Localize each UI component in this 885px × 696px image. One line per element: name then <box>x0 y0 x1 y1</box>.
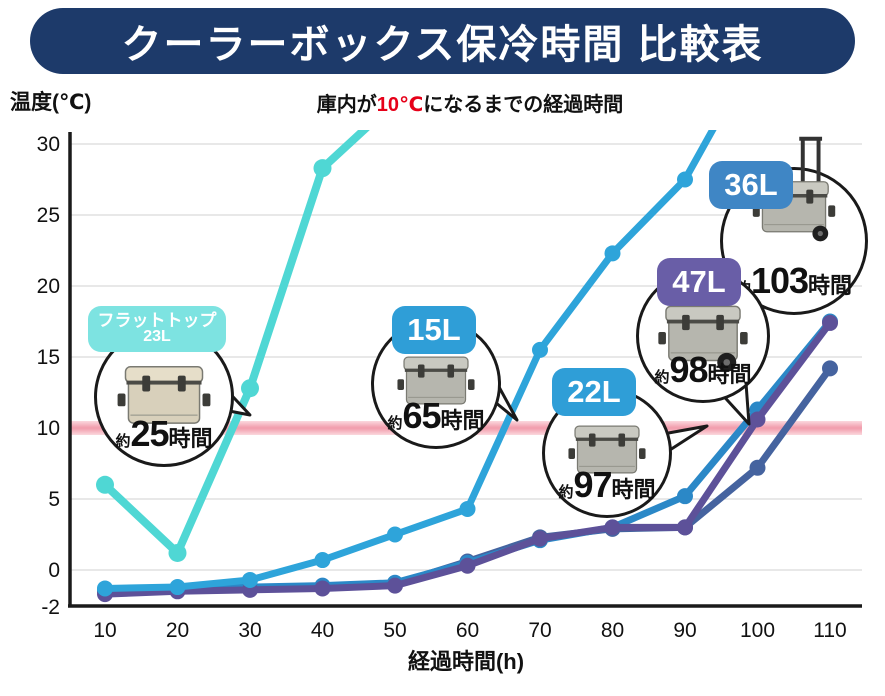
svg-text:25: 25 <box>37 204 60 227</box>
svg-text:20: 20 <box>37 275 60 298</box>
x-tick-labels: 10 20 30 40 50 60 70 80 90 100 110 <box>93 619 846 642</box>
bubble-tail-15l <box>488 372 519 422</box>
svg-text:40: 40 <box>311 619 334 642</box>
series-line-15l <box>97 93 737 597</box>
y-tick-labels: 30 25 20 15 10 5 0 -2 <box>37 133 60 619</box>
svg-text:110: 110 <box>813 619 846 642</box>
data-point <box>313 159 332 178</box>
data-point <box>749 411 766 428</box>
series-line-47l <box>97 314 838 603</box>
svg-text:15: 15 <box>37 346 60 369</box>
page-title: クーラーボックス保冷時間 比較表 <box>121 23 764 67</box>
svg-text:90: 90 <box>673 619 696 642</box>
svg-text:60: 60 <box>456 619 479 642</box>
data-point <box>721 93 737 109</box>
axes <box>68 132 862 608</box>
subtitle-pre: 庫内が <box>316 94 377 116</box>
svg-text:30: 30 <box>238 619 261 642</box>
svg-text:10: 10 <box>37 417 60 440</box>
data-point <box>677 171 693 188</box>
svg-text:20: 20 <box>166 619 189 642</box>
chart-subtitle: 庫内が10℃になるまでの経過時間 <box>55 88 885 117</box>
data-point <box>242 571 258 588</box>
data-point <box>677 488 693 505</box>
data-point <box>822 360 838 377</box>
subtitle-post: になるまでの経過時間 <box>423 94 624 116</box>
data-point <box>532 341 548 358</box>
data-point <box>314 580 331 597</box>
svg-text:30: 30 <box>37 133 60 156</box>
data-point <box>241 379 259 398</box>
data-point <box>169 579 186 596</box>
svg-text:0: 0 <box>48 559 60 582</box>
data-point <box>532 530 548 547</box>
data-point <box>459 557 476 574</box>
data-point <box>386 92 404 110</box>
y-axis-title: 温度(℃) <box>10 91 92 114</box>
x-axis-title: 経過時間(h) <box>407 649 525 674</box>
subtitle-threshold-value: 10℃ <box>376 94 424 116</box>
svg-text:70: 70 <box>528 619 551 642</box>
bubble-tail-47l <box>716 381 751 426</box>
series-line-22l <box>97 313 838 598</box>
svg-text:80: 80 <box>601 619 624 642</box>
data-point <box>459 500 476 517</box>
svg-text:-2: -2 <box>41 596 60 619</box>
svg-text:100: 100 <box>740 619 775 642</box>
data-point <box>168 543 187 562</box>
data-point <box>387 577 403 594</box>
data-point <box>387 526 403 543</box>
svg-text:10: 10 <box>93 619 116 642</box>
data-point <box>96 475 114 494</box>
svg-text:50: 50 <box>383 619 406 642</box>
data-point <box>822 314 838 331</box>
title-bar: クーラーボックス保冷時間 比較表 <box>30 8 855 74</box>
data-point <box>604 519 621 536</box>
series-line-flattop-23l <box>96 92 404 562</box>
data-point <box>97 580 113 597</box>
data-point <box>314 552 331 569</box>
svg-text:5: 5 <box>48 488 60 511</box>
data-point <box>604 245 621 262</box>
data-point <box>749 459 766 476</box>
data-point <box>677 519 693 536</box>
